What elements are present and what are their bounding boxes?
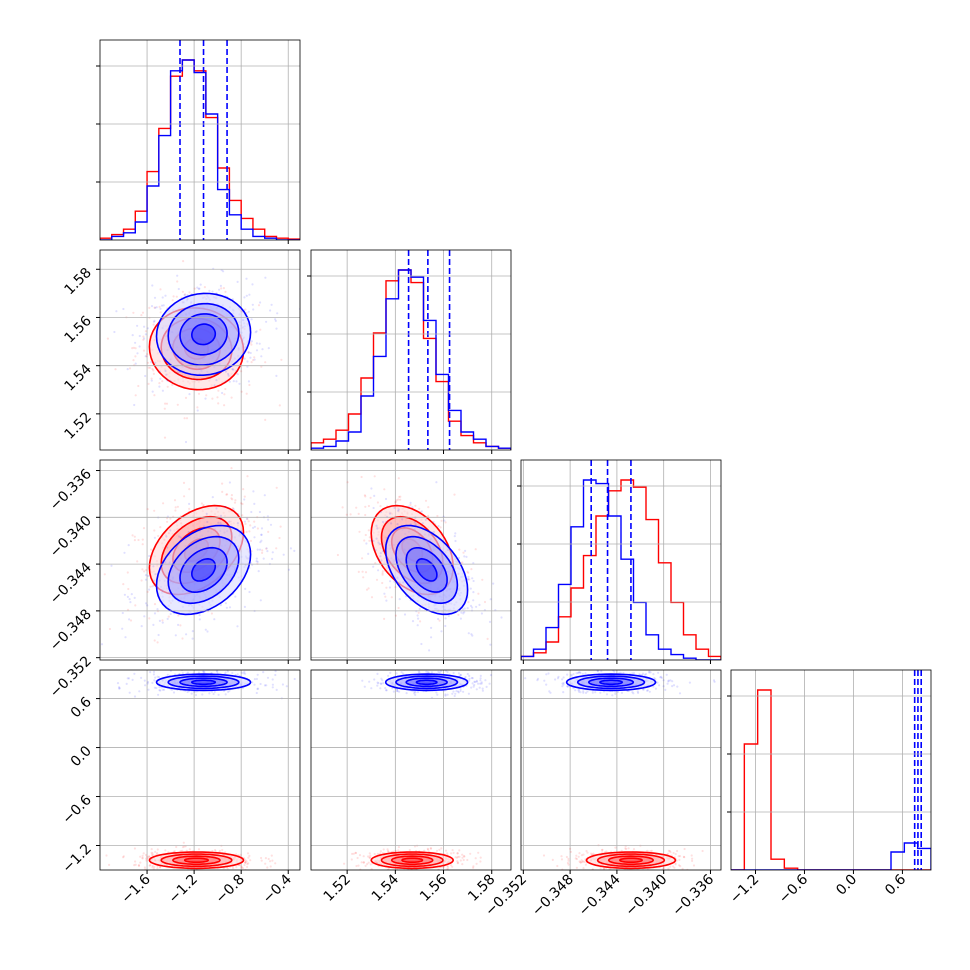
panel-frame [310, 459, 512, 661]
tick-label-y: −0.344 [47, 560, 95, 608]
tick-label-x: −1.2 [727, 872, 762, 907]
tick-label-x: −0.336 [669, 871, 717, 919]
panel-frame [99, 669, 301, 871]
contour-1-3 [190, 323, 217, 346]
contour-1-3 [415, 679, 438, 686]
histogram-1 [521, 479, 721, 660]
panel-2-0 [96, 459, 301, 664]
histogram-1 [100, 59, 300, 240]
panel-3-0 [96, 669, 301, 874]
tick-label-x: −1.2 [166, 872, 201, 907]
tick-label-y: −0.340 [47, 513, 95, 561]
panel-2-2 [517, 459, 722, 664]
panel-3-2 [520, 669, 722, 874]
histogram-1 [731, 842, 931, 870]
panel-frame [99, 39, 301, 241]
tick-label-y: 1.52 [61, 409, 94, 442]
tick-label-y: −0.6 [59, 792, 94, 827]
tick-label-x: −1.6 [119, 871, 154, 906]
tick-label-x: 0.6 [882, 871, 909, 898]
tick-label-x: −0.8 [213, 872, 248, 907]
panel-2-1 [310, 459, 512, 664]
contour-1-3 [599, 679, 624, 686]
tick-label-y: −0.336 [47, 466, 95, 514]
tick-label-x: 1.52 [321, 872, 354, 905]
panel-frame [310, 669, 512, 871]
panels [96, 39, 932, 874]
panel-1-0 [96, 249, 301, 454]
tick-label-y: −0.348 [47, 606, 95, 654]
panel-0-0 [96, 39, 301, 244]
tick-label-y: 0.6 [68, 694, 95, 721]
tick-label-x: 1.56 [417, 871, 450, 904]
panel-frame [99, 249, 301, 451]
tick-label-x: −0.340 [623, 872, 671, 920]
histogram-0 [100, 59, 300, 240]
contour-0-3 [401, 857, 424, 863]
tick-label-y: 0.0 [68, 743, 95, 770]
panel-frame [730, 669, 932, 871]
contour-1-3 [190, 679, 217, 686]
panel-3-1 [310, 669, 512, 874]
panel-3-3 [727, 669, 932, 874]
tick-label-y: −1.2 [59, 841, 94, 876]
tick-label-x: 1.54 [369, 871, 402, 904]
histogram-0 [521, 479, 721, 660]
contour-0-3 [183, 857, 210, 863]
tick-label-x: −0.348 [529, 872, 577, 920]
contour-0-3 [618, 857, 643, 863]
histogram-0 [311, 269, 511, 450]
panel-frame [520, 669, 722, 871]
tick-label-x: −0.4 [260, 871, 295, 906]
tick-label-y: 1.58 [61, 265, 94, 298]
tick-label-y: −0.352 [47, 653, 95, 701]
panel-1-1 [307, 249, 512, 454]
histogram-1 [311, 269, 511, 450]
panel-frame [99, 459, 301, 661]
histogram-0 [731, 689, 931, 870]
panel-frame [310, 249, 512, 451]
tick-label-x: −0.344 [576, 871, 624, 919]
tick-label-y: 1.54 [61, 361, 94, 394]
tick-label-y: 1.56 [61, 313, 94, 346]
tick-label-x: −0.6 [776, 871, 811, 906]
panel-frame [520, 459, 722, 661]
tick-label-x: 0.0 [833, 872, 860, 899]
